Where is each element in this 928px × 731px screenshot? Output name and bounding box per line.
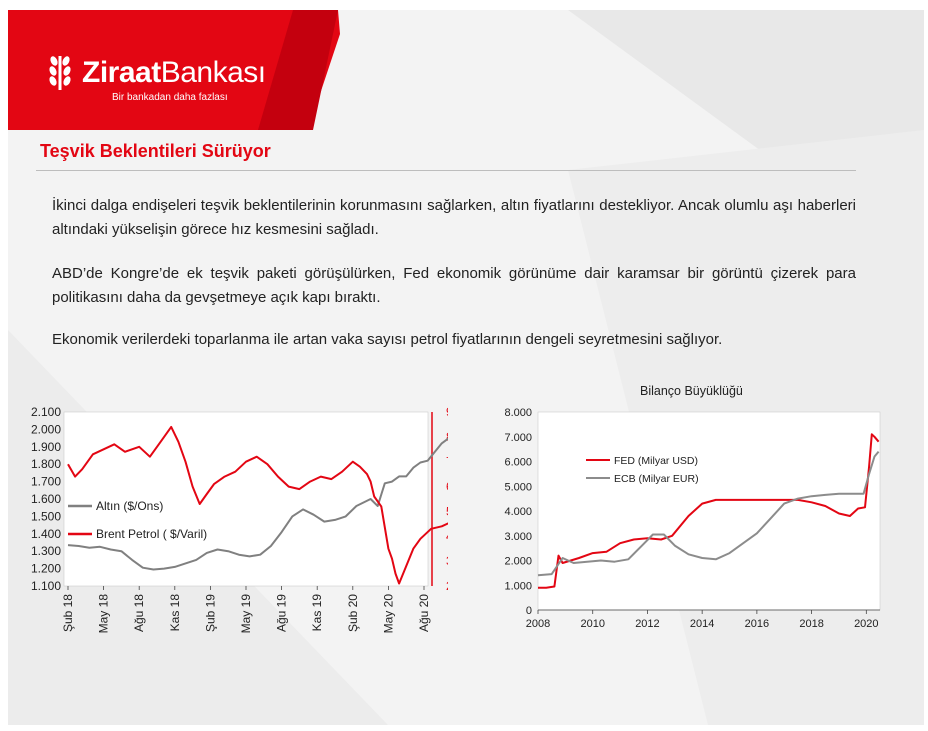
legend-label: ECB (Milyar EUR) [614, 473, 699, 485]
x-tick-label: May 20 [381, 594, 395, 634]
paragraph-2: ABD’de Kongre’de ek teşvik paketi görüşü… [52, 265, 856, 306]
brand-name-light: Bankası [160, 56, 266, 89]
y-tick-label: 4.000 [504, 506, 532, 518]
y-tick-label: 0 [526, 605, 532, 617]
y-tick-label: 1.000 [504, 580, 532, 592]
y-right-tick-label: 50 [446, 504, 448, 518]
x-tick-label: 2012 [635, 618, 659, 630]
y-left-tick-label: 1.900 [31, 440, 61, 454]
y-left-tick-label: 1.800 [31, 457, 61, 471]
x-tick-label: 2020 [854, 618, 878, 630]
x-tick-label: 2010 [580, 618, 604, 630]
slide: ZiraatBankası Bir bankadan daha fazlası … [8, 10, 924, 725]
y-left-tick-label: 1.300 [31, 544, 61, 558]
brand-name-bold: Ziraat [82, 56, 161, 89]
paragraph-3: Ekonomik verilerdeki toparlanma ile arta… [52, 331, 723, 348]
brand-name: ZiraatBankası [82, 56, 266, 90]
y-right-tick-label: 80 [446, 430, 448, 444]
y-left-tick-label: 1.600 [31, 492, 61, 506]
y-tick-label: 3.000 [504, 531, 532, 543]
x-tick-label: 2008 [526, 618, 550, 630]
x-tick-label: Kas 18 [168, 594, 182, 632]
y-tick-label: 2.000 [504, 556, 532, 568]
slide-title: Teşvik Beklentileri Sürüyor [40, 141, 271, 161]
y-tick-label: 6.000 [504, 457, 532, 469]
x-tick-label: Şub 19 [203, 594, 217, 632]
x-tick-label: Şub 20 [346, 594, 360, 632]
y-left-tick-label: 1.400 [31, 527, 61, 541]
y-tick-label: 5.000 [504, 481, 532, 493]
x-tick-label: Şub 18 [61, 594, 75, 632]
balance-sheet-chart: 8.000 7.000 6.000 5.000 4.000 3.000 2.000 1.000… [504, 407, 881, 630]
y-right-tick-label: 30 [446, 554, 448, 568]
y-right-tick-label: 70 [446, 455, 448, 469]
plot-area [537, 411, 881, 611]
balance-chart-title: Bilanço Büyüklüğü [640, 384, 743, 398]
legend-label: Brent Petrol ( $/Varil) [96, 527, 207, 541]
wheat-icon [49, 56, 71, 90]
y-right-tick-label: 90 [446, 405, 448, 419]
gold-brent-chart: 2.100 2.000 1.900 1.800 1.700 1.600 1.500 1.400… [31, 405, 448, 634]
x-tick-label: Ağu 19 [275, 594, 289, 632]
y-left-tick-label: 2.100 [31, 405, 61, 419]
y-left-tick-label: 1.200 [31, 562, 61, 576]
y-left-tick-label: 1.100 [31, 579, 61, 593]
series-line-gold [67, 437, 448, 571]
y-tick-label: 7.000 [504, 432, 532, 444]
legend-label: Altın ($/Ons) [96, 499, 163, 513]
x-tick-label: 2014 [690, 618, 714, 630]
series-line-brent [67, 425, 448, 585]
y-right-tick-label: 20 [446, 579, 448, 593]
y-right-tick-label: 60 [446, 480, 448, 494]
x-tick-label: Ağu 20 [417, 594, 431, 632]
y-left-tick-label: 1.700 [31, 475, 61, 489]
paragraph-1: İkinci dalga endişeleri teşvik beklentil… [52, 197, 856, 238]
brand-tagline: Bir bankadan daha fazlası [112, 92, 228, 103]
x-tick-label: 2018 [799, 618, 823, 630]
brand-logo: ZiraatBankası [46, 54, 266, 92]
series-line-fed [538, 433, 880, 589]
y-left-tick-label: 1.500 [31, 509, 61, 523]
x-tick-label: Ağu 18 [132, 594, 146, 632]
x-tick-label: 2016 [745, 618, 769, 630]
x-tick-label: May 19 [239, 594, 253, 634]
y-left-tick-label: 2.000 [31, 422, 61, 436]
x-tick-label: May 18 [97, 594, 111, 634]
x-tick-label: Kas 19 [310, 594, 324, 632]
y-tick-label: 8.000 [504, 407, 532, 419]
series-line-ecb [537, 450, 880, 577]
title-divider [36, 170, 856, 171]
y-right-tick-label: 40 [446, 529, 448, 543]
legend-label: FED (Milyar USD) [614, 455, 698, 467]
